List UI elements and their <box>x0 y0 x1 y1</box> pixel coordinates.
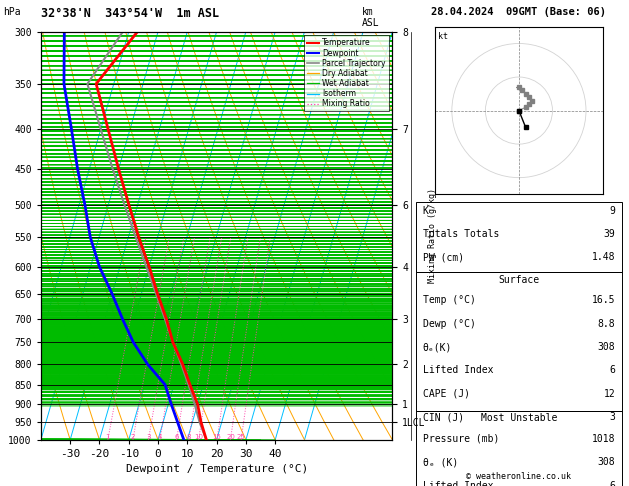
Text: 8.8: 8.8 <box>598 319 615 329</box>
Text: Dewp (°C): Dewp (°C) <box>423 319 476 329</box>
Text: 3: 3 <box>146 434 151 440</box>
Text: Surface: Surface <box>498 275 540 285</box>
Text: Lifted Index: Lifted Index <box>423 481 493 486</box>
Text: 9: 9 <box>610 206 615 216</box>
Text: 6: 6 <box>610 365 615 376</box>
Text: 6: 6 <box>610 481 615 486</box>
Legend: Temperature, Dewpoint, Parcel Trajectory, Dry Adiabat, Wet Adiabat, Isotherm, Mi: Temperature, Dewpoint, Parcel Trajectory… <box>304 35 389 111</box>
Text: 10: 10 <box>194 434 203 440</box>
Y-axis label: Mixing Ratio (g/kg): Mixing Ratio (g/kg) <box>428 188 437 283</box>
Text: 1.48: 1.48 <box>592 252 615 262</box>
Text: 308: 308 <box>598 342 615 352</box>
Text: 1018: 1018 <box>592 434 615 444</box>
Text: θₑ(K): θₑ(K) <box>423 342 452 352</box>
Text: 20: 20 <box>226 434 235 440</box>
Text: 6: 6 <box>174 434 179 440</box>
Text: 308: 308 <box>598 457 615 468</box>
Text: 39: 39 <box>603 229 615 239</box>
Text: Pressure (mb): Pressure (mb) <box>423 434 499 444</box>
Bar <box>416 202 621 272</box>
Text: CAPE (J): CAPE (J) <box>423 389 470 399</box>
Text: 1: 1 <box>106 434 110 440</box>
Text: Most Unstable: Most Unstable <box>481 413 557 423</box>
Text: CIN (J): CIN (J) <box>423 412 464 422</box>
Text: 16.5: 16.5 <box>592 295 615 306</box>
Text: 25: 25 <box>237 434 245 440</box>
Text: K: K <box>423 206 428 216</box>
Text: km: km <box>362 7 374 17</box>
Text: ASL: ASL <box>362 18 379 29</box>
Text: θₑ (K): θₑ (K) <box>423 457 458 468</box>
Text: 12: 12 <box>603 389 615 399</box>
Text: Totals Totals: Totals Totals <box>423 229 499 239</box>
Text: © weatheronline.co.uk: © weatheronline.co.uk <box>467 472 571 481</box>
Text: Lifted Index: Lifted Index <box>423 365 493 376</box>
Text: 4: 4 <box>158 434 162 440</box>
X-axis label: Dewpoint / Temperature (°C): Dewpoint / Temperature (°C) <box>126 465 308 474</box>
Text: Temp (°C): Temp (°C) <box>423 295 476 306</box>
Text: PW (cm): PW (cm) <box>423 252 464 262</box>
Text: kt: kt <box>438 32 448 41</box>
Text: 3: 3 <box>610 412 615 422</box>
Text: 8: 8 <box>187 434 191 440</box>
Bar <box>416 411 621 486</box>
Bar <box>416 272 621 411</box>
Text: hPa: hPa <box>3 7 21 17</box>
Text: 15: 15 <box>213 434 221 440</box>
Text: 2: 2 <box>131 434 135 440</box>
Text: 28.04.2024  09GMT (Base: 06): 28.04.2024 09GMT (Base: 06) <box>431 7 606 17</box>
Text: 32°38'N  343°54'W  1m ASL: 32°38'N 343°54'W 1m ASL <box>41 7 219 20</box>
